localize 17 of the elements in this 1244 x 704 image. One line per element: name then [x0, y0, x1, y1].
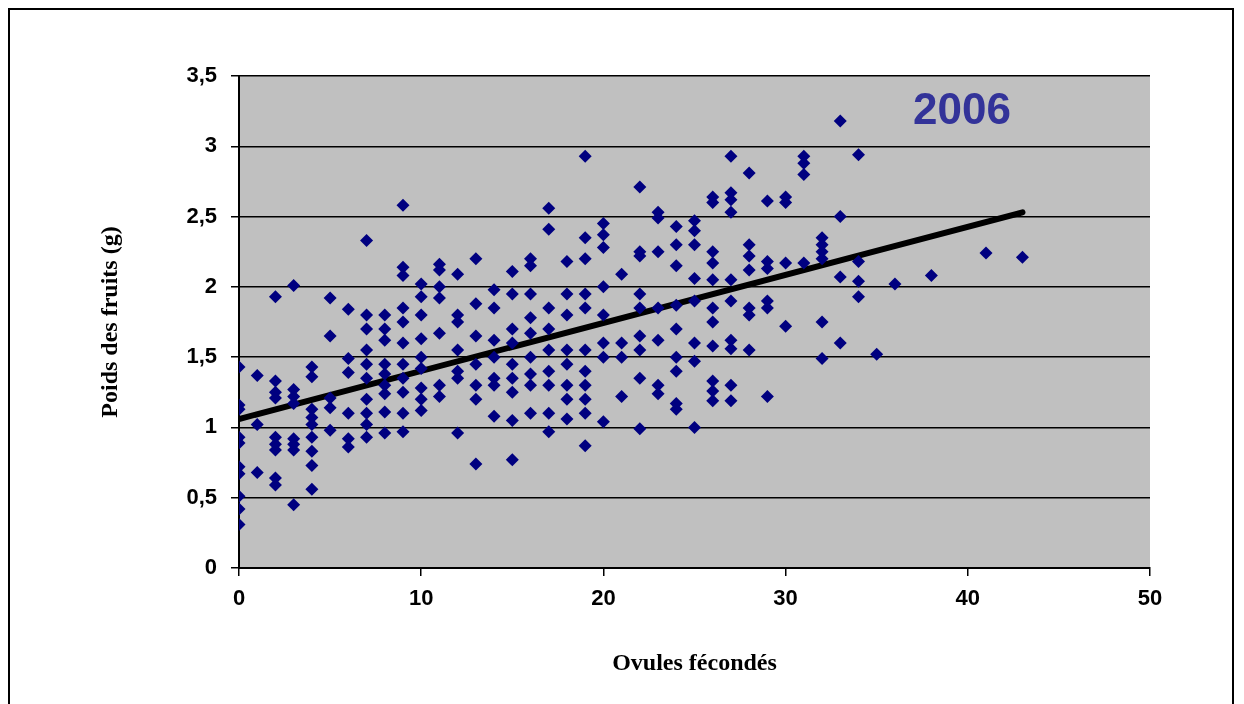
x-axis-title: Ovules fécondés: [612, 648, 777, 675]
y-tick-label: 2: [204, 272, 217, 298]
y-tick-label: 0: [204, 554, 217, 580]
y-tick-label: 2,5: [186, 202, 217, 228]
annotation: 2006: [913, 84, 1011, 134]
y-tick-label: 1: [204, 413, 217, 439]
y-tick-label: 3,5: [186, 62, 217, 88]
x-tick-label: 20: [591, 585, 616, 611]
y-tick-label: 0,5: [186, 483, 217, 509]
x-tick-label: 40: [955, 585, 981, 611]
x-tick-label: 10: [408, 585, 434, 611]
y-tick-label: 1,5: [186, 343, 217, 369]
y-axis-title: Poids des fruits (g): [95, 226, 122, 418]
y-tick-label: 3: [204, 132, 217, 158]
x-tick-label: 0: [232, 585, 246, 611]
x-tick-label: 30: [773, 585, 798, 611]
x-tick-label: 50: [1137, 585, 1163, 611]
